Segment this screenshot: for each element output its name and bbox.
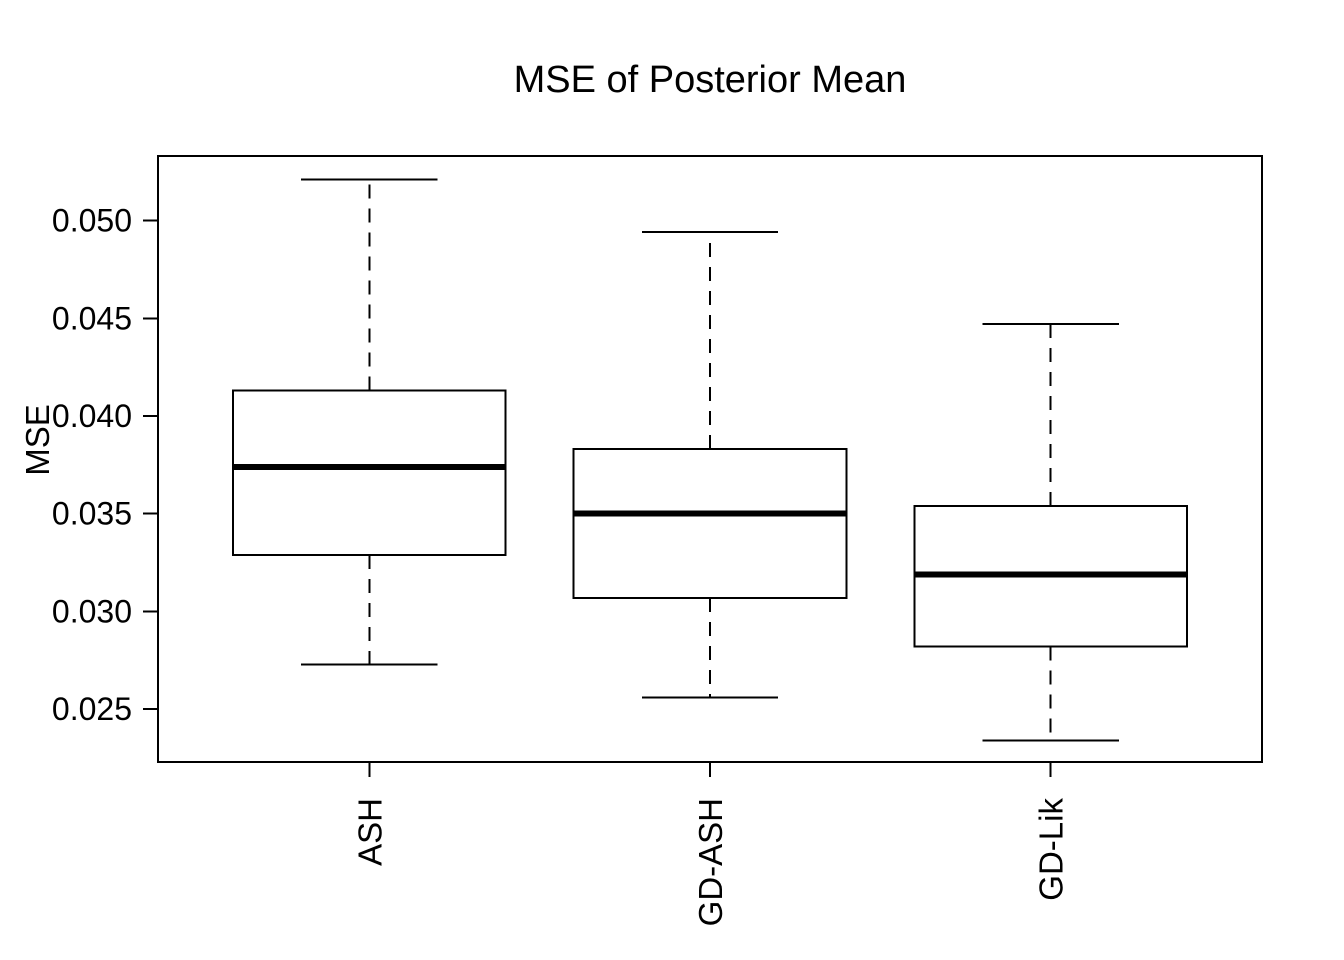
y-tick-label: 0.035 [52,496,132,532]
category-label-gd-lik: GD-Lik [1033,798,1070,901]
category-label-gd-ash: GD-ASH [692,798,729,926]
category-label-ash: ASH [351,798,388,866]
y-tick-label: 0.045 [52,300,132,336]
y-axis-title: MSE [19,404,56,476]
y-tick-label: 0.025 [52,691,132,727]
y-tick-label: 0.040 [52,398,132,434]
y-tick-label: 0.050 [52,203,132,239]
y-tick-label: 0.030 [52,593,132,629]
box-ash [231,389,507,556]
chart-title: MSE of Posterior Mean [513,59,907,101]
box-gd-ash [572,448,848,599]
